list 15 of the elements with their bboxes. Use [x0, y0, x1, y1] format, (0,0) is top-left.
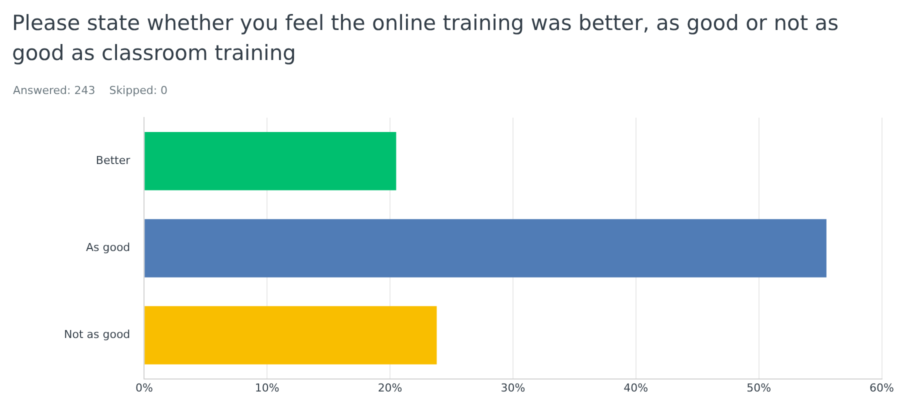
y-tick-label: Not as good — [64, 328, 130, 342]
x-tick-label: 10% — [254, 381, 280, 394]
y-tick-label: Better — [96, 154, 131, 167]
x-tick-label: 20% — [378, 381, 402, 394]
x-tick-label: 0% — [135, 381, 153, 394]
x-tick-label: 40% — [624, 381, 648, 394]
bar — [144, 132, 396, 190]
bar — [144, 219, 826, 278]
bar — [144, 306, 437, 364]
x-tick-label: 60% — [870, 381, 894, 394]
x-tick-label: 50% — [746, 381, 772, 394]
chart-title: Please state whether you feel the online training was better, as good or not as good as classroom training — [12, 10, 840, 67]
chart-subtitle: Answered: 243 Skipped: 0 — [13, 84, 169, 97]
y-tick-label: As good — [86, 241, 130, 254]
x-tick-label: 30% — [500, 381, 526, 394]
